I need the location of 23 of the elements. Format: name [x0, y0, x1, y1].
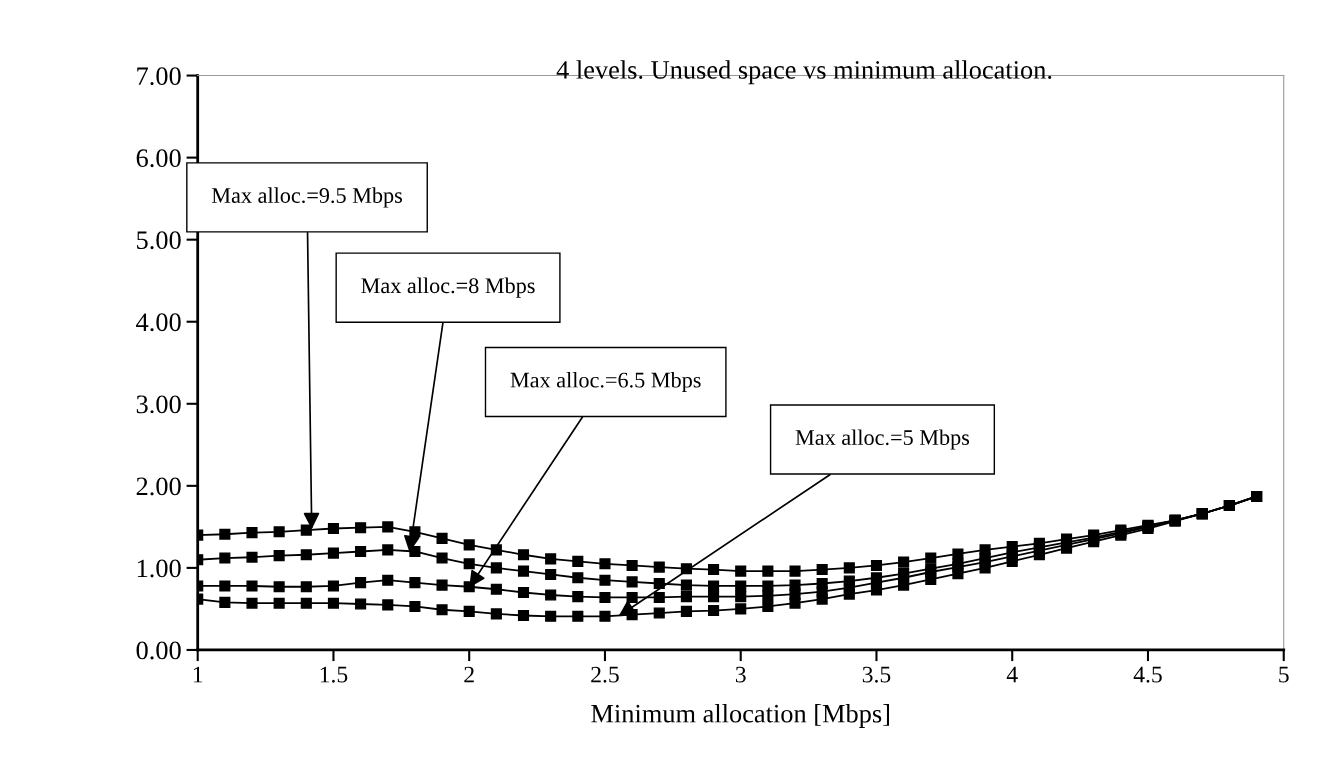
x-tick-label: 4.5 — [1133, 666, 1162, 683]
y-tick-label: 6.00 — [136, 149, 181, 168]
annotation: Max alloc.=8 Mbps — [361, 277, 535, 298]
x-tick-label: 2.5 — [591, 666, 619, 683]
x-tick-label: 3.5 — [862, 666, 891, 683]
y-tick-label: 3.00 — [136, 395, 181, 414]
y-tick-label: 5.00 — [137, 231, 181, 250]
annotation: Max alloc.=5 Mbps — [795, 429, 970, 450]
y-tick-label: 4.00 — [136, 313, 181, 332]
x-tick-label: 1 — [193, 666, 203, 683]
x-tick-label: 5 — [1279, 666, 1289, 683]
annotation: Max alloc.=6.5 Mbps — [510, 371, 701, 393]
y-tick-label: 1.00 — [137, 559, 181, 578]
x-tick-label: 3 — [735, 666, 746, 683]
x-axis-title: Minimum allocation [Mbps] — [591, 704, 890, 728]
y-tick-label: 7.00 — [137, 67, 181, 86]
annotation: Max alloc.=9.5 Mbps — [211, 187, 402, 208]
y-tick-label: 0.00 — [136, 641, 181, 660]
chart-title: 4 levels. Unused space vs minimum allocation. — [556, 60, 1052, 85]
y-tick-label: 2.00 — [136, 477, 181, 496]
x-tick-label: 4 — [1006, 666, 1018, 683]
x-tick-label: 1.5 — [320, 666, 348, 683]
x-tick-label: 2 — [464, 666, 474, 683]
